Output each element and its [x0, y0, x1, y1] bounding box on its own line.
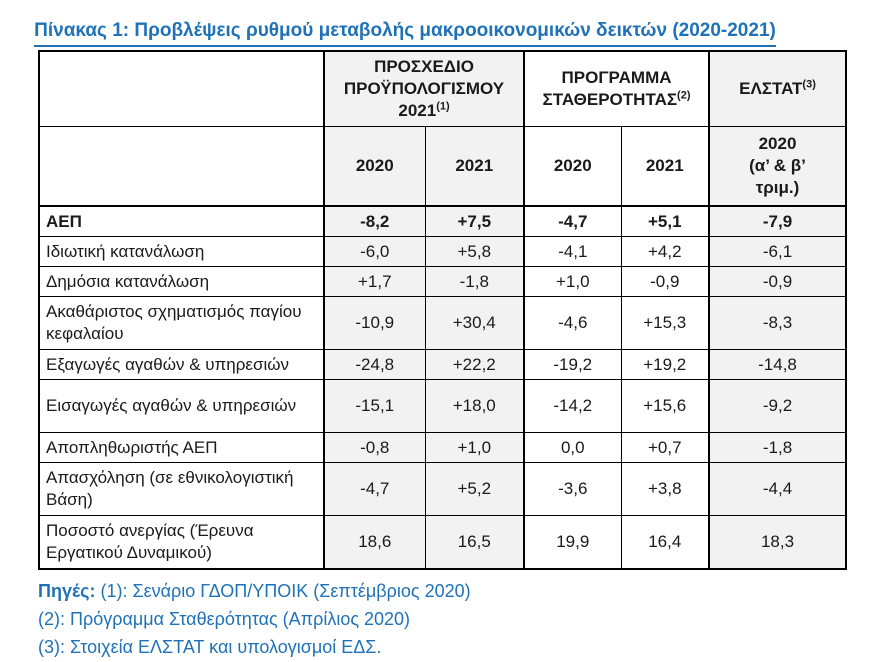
row-label: Δημόσια κατανάλωση — [38, 266, 325, 297]
table-row: Εισαγωγές αγαθών & υπηρεσιών -15,1 +18,0 -1… — [38, 379, 847, 433]
cell-value: -14,8 — [708, 349, 847, 380]
table-row: Εξαγωγές αγαθών & υπηρεσιών -24,8 +22,2 -19… — [38, 349, 847, 380]
cell-value: +18,0 — [424, 379, 525, 433]
row-label: ΑΕΠ — [38, 205, 325, 237]
cell-value: -4,7 — [523, 205, 622, 237]
table-row: Αποπληθωριστής ΑΕΠ -0,8 +1,0 0,0 +0,7 -1,8 — [38, 432, 847, 463]
table-row: Δημόσια κατανάλωση +1,7 -1,8 +1,0 -0,9 -0,9 — [38, 266, 847, 297]
cell-value: +19,2 — [620, 349, 710, 380]
table-title: Πίνακας 1: Προβλέψεις ρυθμού μεταβολής μ… — [34, 20, 776, 41]
cell-value: -1,8 — [424, 266, 525, 297]
cell-value: -7,9 — [708, 205, 847, 237]
table-row: Ακαθάριστος σχηματισμός παγίου κεφαλαίου… — [38, 296, 847, 350]
footnote-marker: (1) — [436, 100, 450, 113]
column-group-stability-programme: ΠΡΟΓΡΑΜΜΑ ΣΤΑΘΕΡΟΤΗΤΑΣ(2) — [523, 50, 710, 127]
row-label: Ακαθάριστος σχηματισμός παγίου κεφαλαίου — [38, 296, 325, 350]
cell-value: -3,6 — [523, 462, 622, 516]
row-label: Εισαγωγές αγαθών & υπηρεσιών — [38, 379, 325, 433]
table-row: Ιδιωτική κατανάλωση -6,0 +5,8 -4,1 +4,2 -6,1 — [38, 236, 847, 267]
table-title-block: Πίνακας 1: Προβλέψεις ρυθμού μεταβολής μ… — [34, 20, 776, 47]
column-group-label: ΠΡΟΣΧΕΔΙΟ ΠΡΟΫΠΟΛΟΓΙΣΜΟΥ 2021 — [343, 57, 505, 120]
cell-value: +5,1 — [620, 205, 710, 237]
cell-value: -0,9 — [620, 266, 710, 297]
cell-value: -4,6 — [523, 296, 622, 350]
cell-value: -0,8 — [323, 432, 426, 463]
cell-value: -15,1 — [323, 379, 426, 433]
table-row: ΑΕΠ -8,2 +7,5 -4,7 +5,1 -7,9 — [38, 205, 847, 237]
cell-value: +0,7 — [620, 432, 710, 463]
cell-value: -8,2 — [323, 205, 426, 237]
cell-value: +30,4 — [424, 296, 525, 350]
table-row: Απασχόληση (σε εθνικολογιστική Βάση) -4,7… — [38, 462, 847, 516]
footnote-marker: (3) — [802, 78, 816, 91]
cell-value: -8,3 — [708, 296, 847, 350]
source-text: (2): Πρόγραμμα Σταθερότητας (Απρίλιος 20… — [38, 609, 411, 629]
cell-value: +1,0 — [424, 432, 525, 463]
cell-value: 18,3 — [708, 515, 847, 570]
cell-value: +1,7 — [323, 266, 426, 297]
row-label: Απασχόληση (σε εθνικολογιστική Βάση) — [38, 462, 325, 516]
column-group-label: ΠΡΟΓΡΑΜΜΑ ΣΤΑΘΕΡΟΤΗΤΑΣ — [542, 68, 678, 109]
year-header: 2020 (α’ & β’ τριμ.) — [708, 126, 847, 207]
cell-value: -1,8 — [708, 432, 847, 463]
macro-indicators-table: ΠΡΟΣΧΕΔΙΟ ΠΡΟΫΠΟΛΟΓΙΣΜΟΥ 2021(1) ΠΡΟΓΡΑΜ… — [38, 50, 848, 570]
footnote-marker: (2) — [677, 89, 691, 102]
column-group-elstat: ΕΛΣΤΑΤ(3) — [708, 50, 847, 127]
year-header: 2020 — [323, 126, 426, 207]
cell-value: -24,8 — [323, 349, 426, 380]
cell-value: 18,6 — [323, 515, 426, 570]
row-label: Εξαγωγές αγαθών & υπηρεσιών — [38, 349, 325, 380]
source-line: (2): Πρόγραμμα Σταθερότητας (Απρίλιος 20… — [38, 605, 890, 633]
cell-value: -4,7 — [323, 462, 426, 516]
cell-value: +1,0 — [523, 266, 622, 297]
column-group-draft-budget: ΠΡΟΣΧΕΔΙΟ ΠΡΟΫΠΟΛΟΓΙΣΜΟΥ 2021(1) — [322, 50, 525, 127]
cell-value: 16,5 — [424, 515, 525, 570]
cell-value: +22,2 — [424, 349, 525, 380]
row-label: Αποπληθωριστής ΑΕΠ — [38, 432, 325, 463]
cell-value: +15,6 — [620, 379, 710, 433]
source-text: (1): Σενάριο ΓΔΟΠ/ΥΠΟΙΚ (Σεπτέμβριος 202… — [100, 581, 471, 601]
cell-value: +5,2 — [424, 462, 525, 516]
source-text: (3): Στοιχεία ΕΛΣΤΑΤ και υπολογισμοί ΕΔΣ… — [38, 637, 382, 657]
corner-empty-cell — [38, 50, 325, 127]
row-label: Ιδιωτική κατανάλωση — [38, 236, 325, 267]
cell-value: +4,2 — [620, 236, 710, 267]
source-line: (3): Στοιχεία ΕΛΣΤΑΤ και υπολογισμοί ΕΔΣ… — [38, 633, 890, 661]
cell-value: -14,2 — [523, 379, 622, 433]
cell-value: 16,4 — [620, 515, 710, 570]
column-group-label: ΕΛΣΤΑΤ — [739, 79, 803, 98]
cell-value: +5,8 — [424, 236, 525, 267]
cell-value: -0,9 — [708, 266, 847, 297]
cell-value: 0,0 — [523, 432, 622, 463]
source-line: Πηγές: (1): Σενάριο ΓΔΟΠ/ΥΠΟΙΚ (Σεπτέμβρ… — [38, 577, 890, 605]
table-body: ΑΕΠ -8,2 +7,5 -4,7 +5,1 -7,9 Ιδιωτική κατανάλω… — [38, 205, 847, 570]
cell-value: -9,2 — [708, 379, 847, 433]
cell-value: -19,2 — [523, 349, 622, 380]
cell-value: -6,1 — [708, 236, 847, 267]
cell-value: -4,4 — [708, 462, 847, 516]
table-row: Ποσοστό ανεργίας (Έρευνα Εργατικού Δυναμ… — [38, 515, 847, 570]
cell-value: +7,5 — [424, 205, 525, 237]
sources-label: Πηγές: — [38, 581, 96, 601]
corner-empty-cell — [38, 126, 325, 207]
cell-value: +15,3 — [620, 296, 710, 350]
sources-block: Πηγές: (1): Σενάριο ΓΔΟΠ/ΥΠΟΙΚ (Σεπτέμβρ… — [38, 577, 890, 661]
cell-value: +3,8 — [620, 462, 710, 516]
cell-value: -6,0 — [323, 236, 426, 267]
cell-value: 19,9 — [523, 515, 622, 570]
header-year-row: 2020 2021 2020 2021 2020 (α’ & β’ τριμ.) — [38, 126, 847, 207]
header-group-row: ΠΡΟΣΧΕΔΙΟ ΠΡΟΫΠΟΛΟΓΙΣΜΟΥ 2021(1) ΠΡΟΓΡΑΜ… — [38, 50, 847, 127]
row-label: Ποσοστό ανεργίας (Έρευνα Εργατικού Δυναμ… — [38, 515, 325, 570]
cell-value: -10,9 — [323, 296, 426, 350]
cell-value: -4,1 — [523, 236, 622, 267]
year-header: 2020 — [523, 126, 622, 207]
year-header: 2021 — [620, 126, 710, 207]
year-header: 2021 — [424, 126, 525, 207]
